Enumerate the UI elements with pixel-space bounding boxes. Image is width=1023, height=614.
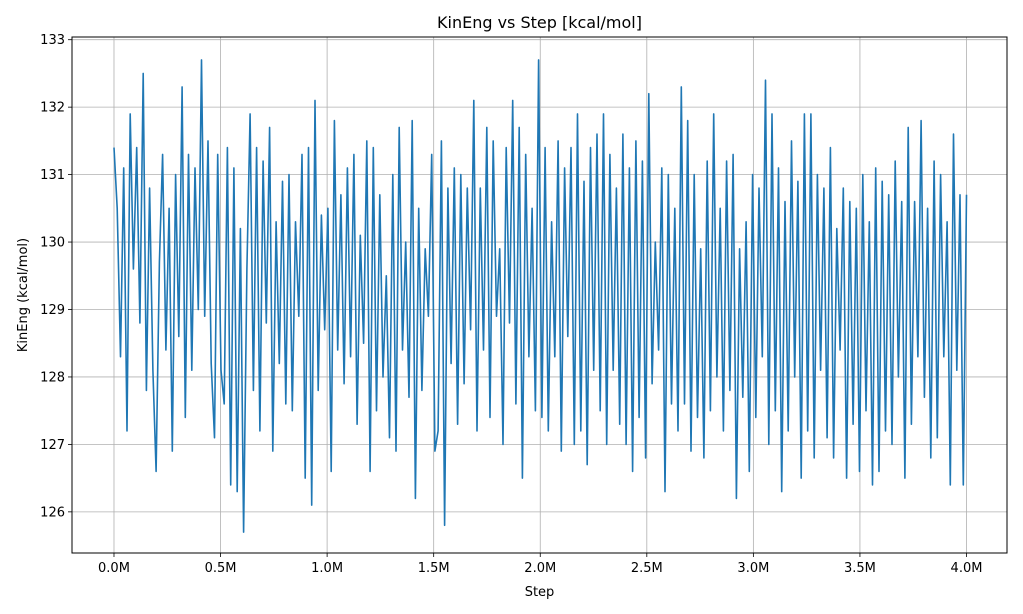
x-tick-label: 2.5M [631,561,663,576]
x-axis-label: Step [525,585,555,600]
y-tick-label: 129 [40,303,65,318]
chart-title: KinEng vs Step [kcal/mol] [437,13,642,32]
y-tick-label: 132 [40,101,65,116]
y-axis-label: KinEng (kcal/mol) [16,238,31,352]
series-line-kineng [113,59,968,533]
x-tick-label: 2.0M [524,561,556,576]
ticks: 0.0M 0.5M 1.0M 1.5M 2.0M 2.5M 3.0M 3.5M 4.0M 126 1… [40,33,982,576]
y-tick-label: 127 [40,438,65,453]
x-tick-label: 1.5M [418,561,450,576]
x-tick-label: 3.0M [737,561,769,576]
x-tick-label: 1.0M [311,561,343,576]
x-tick-label: 0.5M [205,561,237,576]
y-tick-label: 131 [40,168,65,183]
y-tick-label: 130 [40,236,65,251]
plot-frame [71,36,1008,554]
y-tick-label: 128 [40,370,65,385]
x-tick-label: 3.5M [844,561,876,576]
x-tick-label: 0.0M [98,561,130,576]
y-tick-label: 126 [40,505,65,520]
y-tick-label: 133 [40,33,65,48]
x-tick-label: 4.0M [951,561,983,576]
